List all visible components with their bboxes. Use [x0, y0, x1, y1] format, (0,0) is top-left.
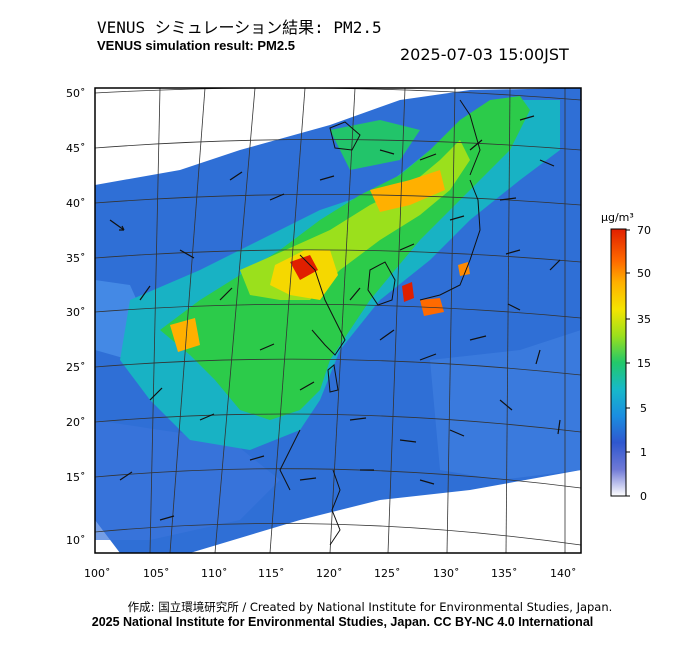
lat-label: 35˚ [66, 252, 86, 265]
lon-label: 105˚ [143, 567, 170, 580]
lat-label: 10˚ [66, 534, 86, 547]
lat-label: 45˚ [66, 142, 86, 155]
credit-line-2: 2025 National Institute for Environmenta… [91, 615, 594, 629]
map-frame [94, 87, 582, 554]
lon-label: 100˚ [84, 567, 111, 580]
colorbar-label: 0 [640, 490, 647, 503]
lat-label: 20˚ [66, 416, 86, 429]
forecast-timestamp: 2025-07-03 15:00JST [400, 45, 569, 64]
colorbar: μg/m³ 70 50 35 15 5 1 0 [601, 211, 651, 503]
colorbar-label: 15 [637, 357, 651, 370]
lon-label: 120˚ [316, 567, 343, 580]
pm25-concentration-field [95, 88, 581, 553]
lat-label: 15˚ [66, 471, 86, 484]
lat-label: 25˚ [66, 361, 86, 374]
colorbar-label: 50 [637, 267, 651, 280]
latitude-axis: 50˚ 45˚ 40˚ 35˚ 30˚ 25˚ 20˚ 15˚ 10˚ [66, 87, 86, 547]
colorbar-label: 70 [637, 224, 651, 237]
colorbar-label: 1 [640, 446, 647, 459]
title-english: VENUS simulation result: PM2.5 [97, 38, 295, 53]
colorbar-label: 5 [640, 402, 647, 415]
colorbar-unit: μg/m³ [601, 211, 634, 224]
lon-label: 125˚ [374, 567, 401, 580]
lat-label: 50˚ [66, 87, 86, 100]
longitude-axis: 100˚ 105˚ 110˚ 115˚ 120˚ 125˚ 130˚ 135˚ … [84, 567, 577, 580]
lon-label: 115˚ [258, 567, 285, 580]
lon-label: 110˚ [201, 567, 228, 580]
wind-vectors [109, 115, 561, 521]
lon-label: 135˚ [491, 567, 518, 580]
title-japanese: VENUS シミュレーション結果: PM2.5 [97, 18, 382, 37]
lon-label: 140˚ [550, 567, 577, 580]
lat-label: 30˚ [66, 306, 86, 319]
colorbar-label: 35 [637, 313, 651, 326]
lat-label: 40˚ [66, 197, 86, 210]
coastlines [279, 99, 481, 546]
lon-label: 130˚ [433, 567, 460, 580]
credit-line-1: 作成: 国立環境研究所 / Created by National Instit… [127, 600, 613, 614]
colorbar-gradient [610, 228, 627, 497]
